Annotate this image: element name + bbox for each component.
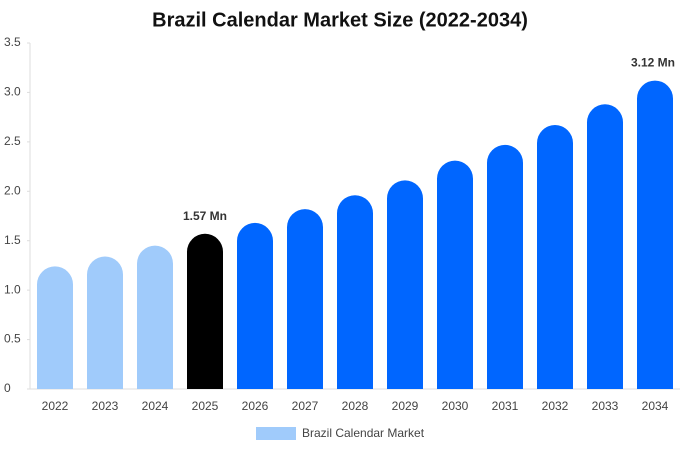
legend-label: Brazil Calendar Market [302,426,425,440]
y-tick-label: 1.5 [4,233,21,247]
bar [287,209,323,389]
bar [587,104,623,389]
bar [637,80,673,390]
x-tick-label: 2028 [342,399,369,413]
bar [87,256,123,389]
bar [187,233,223,389]
data-label: 3.12 Mn [631,56,675,70]
bar [437,160,473,389]
chart-title: Brazil Calendar Market Size (2022-2034) [152,9,528,31]
legend-swatch [256,427,296,440]
x-tick-label: 2026 [242,399,269,413]
y-tick-label: 3.0 [4,85,21,99]
bar [37,266,73,389]
x-tick-label: 2024 [142,399,169,413]
y-tick-label: 2.5 [4,134,21,148]
x-tick-label: 2031 [492,399,519,413]
x-tick-label: 2023 [92,399,119,413]
x-tick-label: 2029 [392,399,419,413]
x-tick-label: 2033 [592,399,619,413]
bar [337,195,373,389]
y-tick-label: 1.0 [4,282,21,296]
bar [537,125,573,389]
x-tick-label: 2034 [642,399,669,413]
x-tick-label: 2022 [42,399,69,413]
y-tick-label: 2.0 [4,183,21,197]
y-tick-label: 0.5 [4,332,21,346]
y-tick-label: 0 [4,381,11,395]
x-tick-label: 2032 [542,399,569,413]
y-tick-label: 3.5 [4,35,21,49]
bar [387,180,423,389]
x-tick-label: 2030 [442,399,469,413]
x-tick-label: 2025 [192,399,219,413]
data-label: 1.57 Mn [183,209,227,223]
bar [487,144,523,389]
bar [137,245,173,389]
x-tick-label: 2027 [292,399,319,413]
bar [237,222,273,389]
